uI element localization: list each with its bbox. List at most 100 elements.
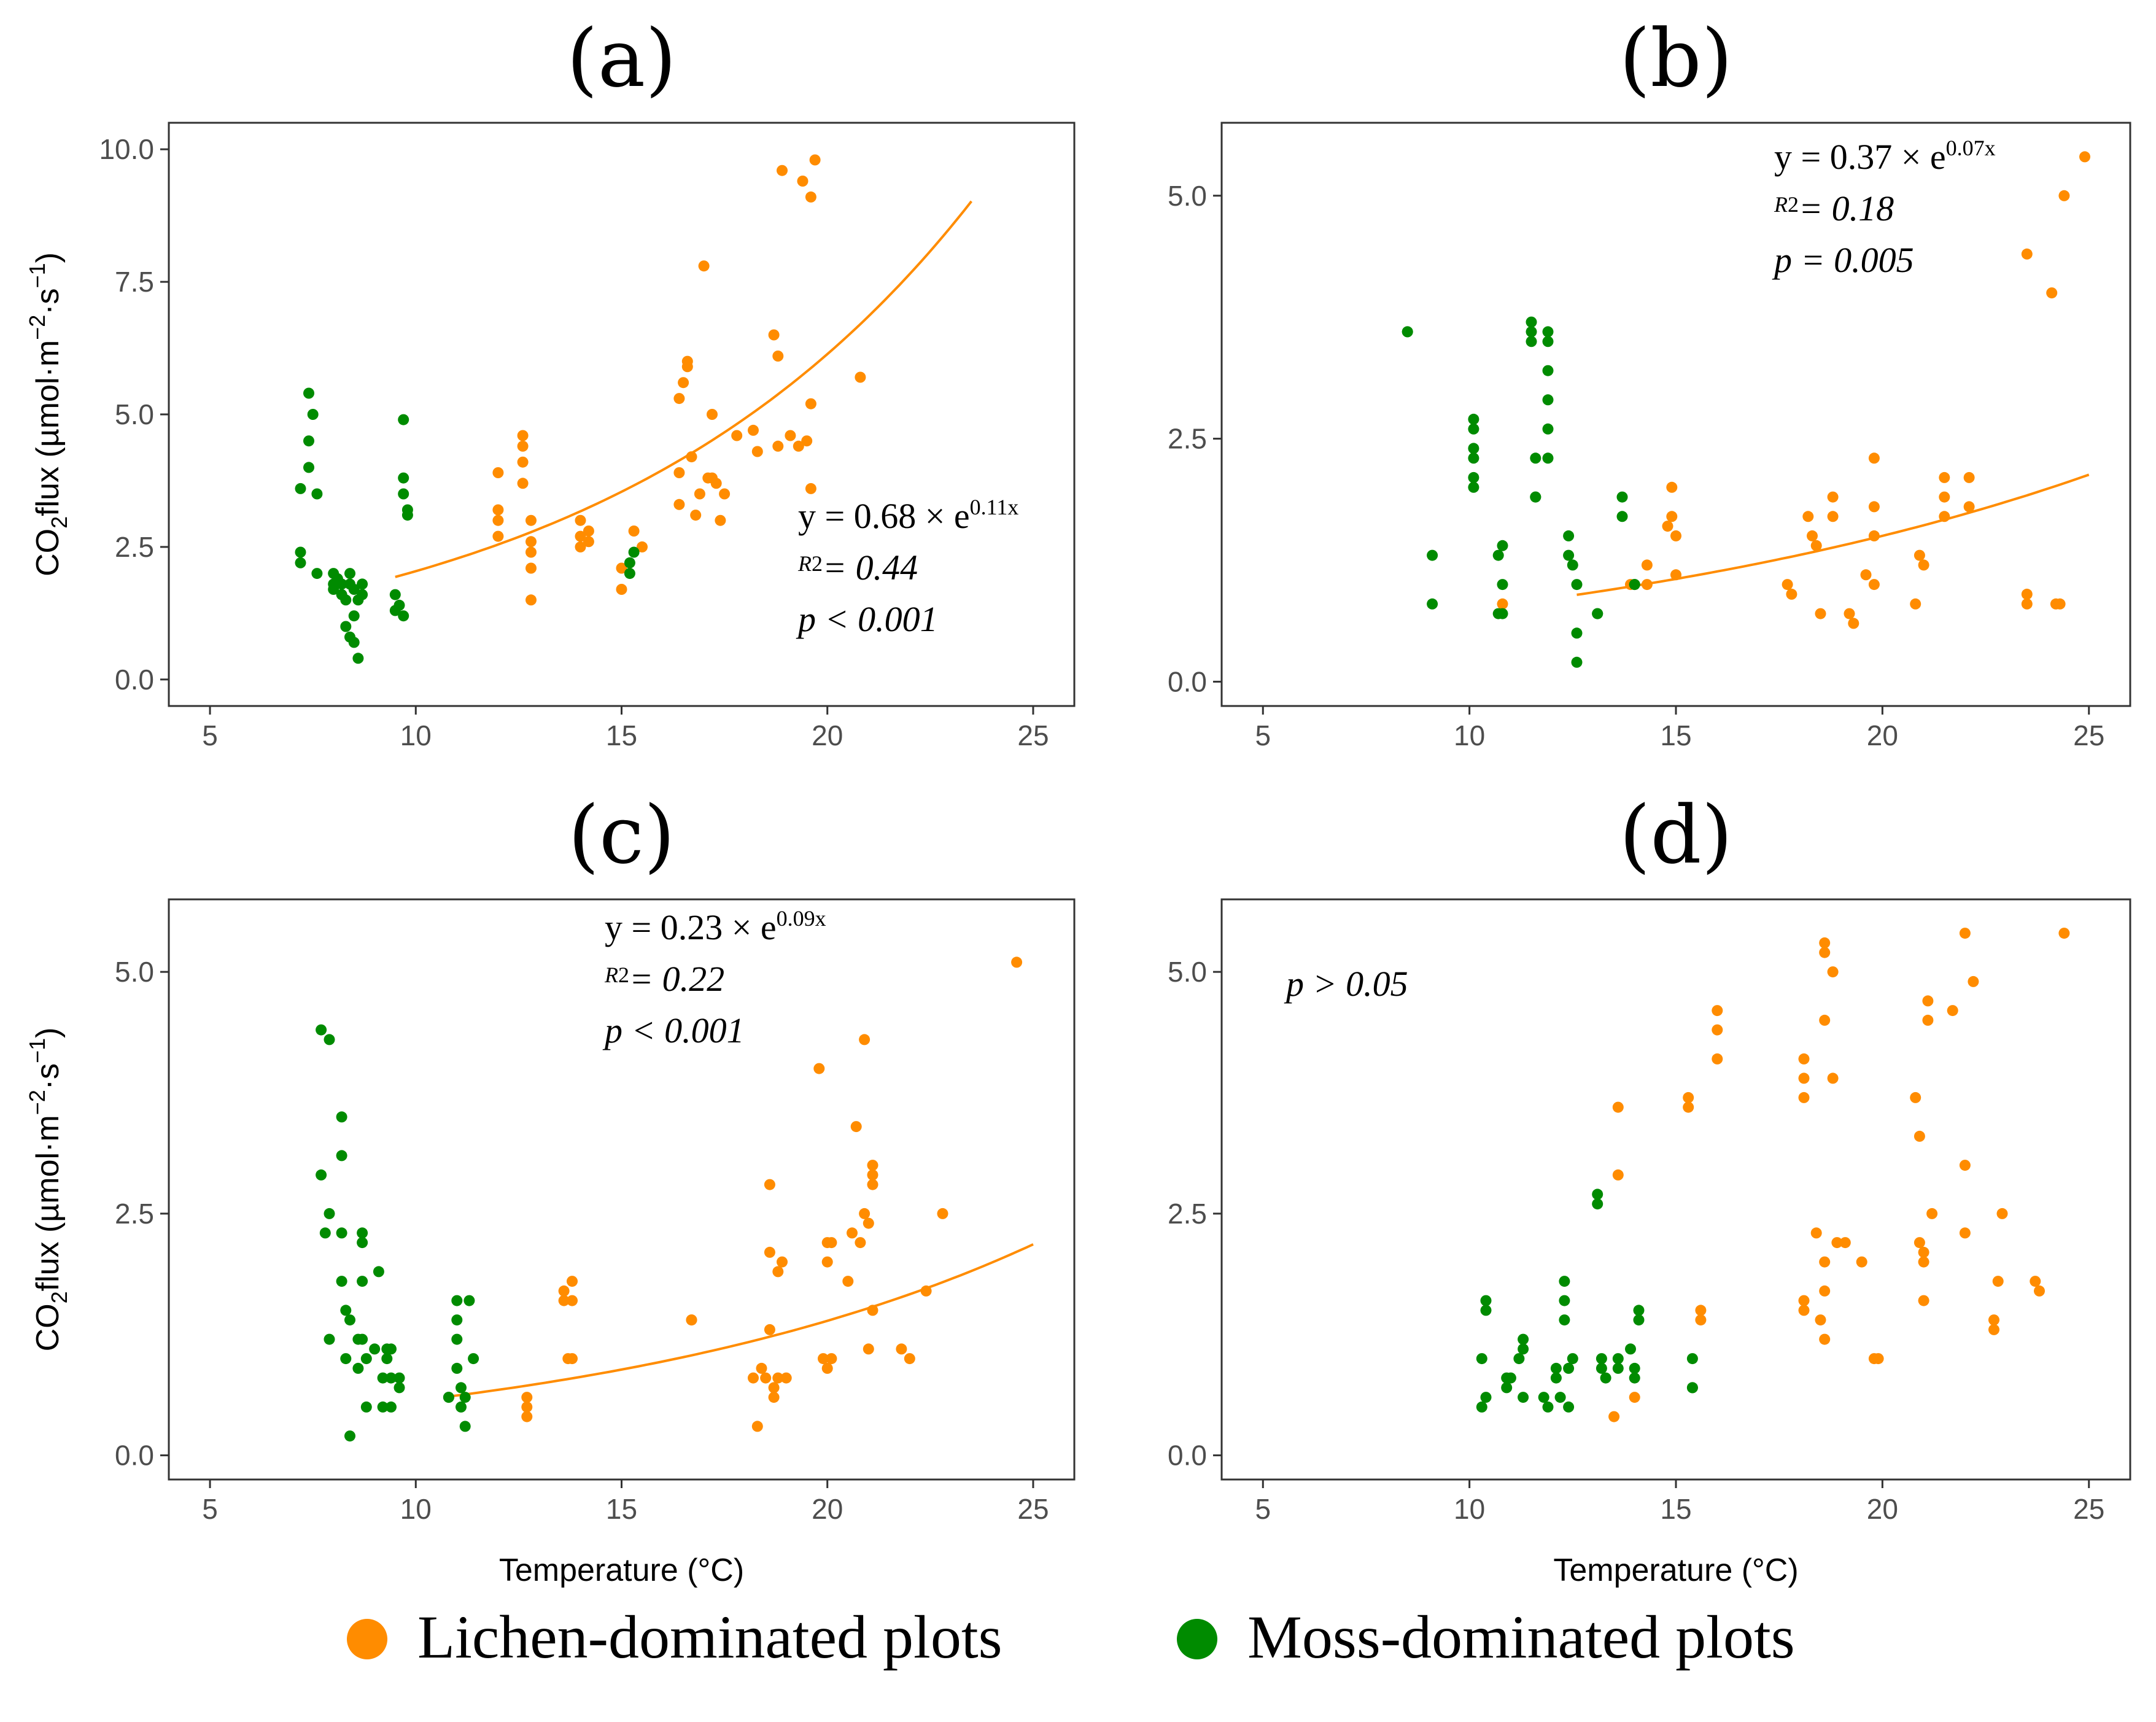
data-point — [492, 514, 504, 526]
legend-label: Moss-dominated plots — [1247, 1603, 1795, 1671]
y-tick-label: 2.5 — [115, 1198, 154, 1230]
data-point — [805, 483, 816, 494]
data-point — [348, 637, 360, 648]
data-point — [451, 1362, 463, 1374]
x-tick-label: 25 — [2073, 719, 2104, 751]
data-point — [1819, 1014, 1831, 1026]
fit-curve — [395, 200, 972, 578]
data-point — [463, 1295, 475, 1306]
data-point — [616, 584, 627, 595]
fit-curve — [448, 1243, 1034, 1398]
data-point — [826, 1353, 837, 1365]
data-point — [1918, 1295, 1929, 1306]
data-point — [1571, 627, 1583, 639]
data-point — [813, 1063, 825, 1074]
data-point — [1695, 1305, 1707, 1316]
data-point — [2054, 598, 2066, 610]
data-point — [1819, 1333, 1831, 1345]
series-moss — [1402, 316, 1640, 668]
data-point — [357, 1237, 368, 1249]
data-point — [1563, 530, 1575, 541]
data-point — [2058, 190, 2070, 201]
data-point — [1571, 579, 1583, 591]
data-point — [1686, 1382, 1698, 1394]
legend: Lichen-dominated plots Moss-dominated plo… — [347, 1603, 1795, 1671]
y-tick-label: 5.0 — [115, 398, 154, 430]
data-point — [583, 536, 594, 548]
data-point — [311, 488, 323, 500]
data-point — [517, 478, 529, 489]
data-point — [1939, 471, 1950, 483]
data-point — [1959, 928, 1971, 939]
data-point — [1542, 452, 1554, 464]
data-point — [377, 1372, 389, 1384]
data-point — [398, 488, 409, 500]
data-point — [1844, 608, 1855, 619]
data-point — [357, 589, 368, 600]
data-point — [764, 1246, 775, 1258]
data-point — [1686, 1353, 1698, 1365]
data-point — [394, 1382, 405, 1394]
x-tick-label: 15 — [1660, 1493, 1691, 1525]
data-point — [521, 1401, 533, 1413]
data-point — [1554, 1392, 1566, 1403]
data-point — [2034, 1285, 2045, 1297]
data-point — [1501, 1382, 1513, 1394]
data-point — [1922, 995, 1934, 1007]
data-point — [1827, 511, 1839, 522]
data-point — [1641, 579, 1653, 591]
data-point — [1988, 1314, 1999, 1326]
data-point — [2079, 151, 2090, 163]
data-point — [805, 191, 816, 203]
data-point — [2021, 248, 2033, 260]
data-point — [1827, 1072, 1839, 1084]
data-point — [336, 1227, 347, 1239]
plot-frame — [1220, 122, 2131, 707]
data-point — [920, 1285, 932, 1297]
data-point — [1959, 1160, 1971, 1171]
x-tick-label: 10 — [400, 719, 432, 751]
y-tick-label: 2.5 — [1168, 423, 1207, 455]
r-squared: R2= 0.18 — [1774, 188, 1894, 228]
data-point — [731, 430, 743, 441]
data-point — [459, 1421, 471, 1432]
data-point — [686, 1314, 697, 1326]
data-point — [1616, 511, 1628, 522]
data-point — [1629, 1362, 1640, 1374]
data-point — [863, 1217, 874, 1229]
data-point — [575, 541, 586, 553]
plot-frame — [168, 122, 1076, 707]
panel-title: (c) — [568, 788, 675, 882]
x-tick-label: 15 — [1660, 719, 1691, 751]
data-point — [1868, 530, 1880, 541]
data-point — [517, 430, 529, 441]
data-point — [1629, 1392, 1640, 1403]
data-point — [1914, 1237, 1925, 1249]
data-point — [360, 1401, 372, 1413]
data-point — [797, 176, 808, 187]
data-point — [1695, 1314, 1707, 1326]
data-point — [777, 165, 788, 176]
x-tick-label: 25 — [1017, 719, 1049, 751]
data-point — [628, 526, 640, 537]
data-point — [1550, 1372, 1562, 1384]
data-point — [1670, 569, 1681, 581]
data-point — [777, 1256, 788, 1268]
data-point — [1815, 608, 1826, 619]
data-point — [369, 1343, 381, 1355]
data-point — [1860, 569, 1872, 581]
data-point — [710, 478, 722, 489]
data-point — [316, 1024, 327, 1036]
data-point — [492, 467, 504, 478]
y-tick-label: 0.0 — [115, 664, 154, 696]
data-point — [1011, 956, 1023, 968]
data-point — [303, 435, 314, 447]
data-point — [1819, 937, 1831, 948]
data-point — [1629, 579, 1640, 591]
data-point — [1810, 540, 1822, 551]
data-point — [1402, 326, 1413, 338]
data-point — [694, 488, 705, 500]
panel-title: (b) — [1619, 12, 1733, 105]
p-value: p = 0.005 — [1772, 240, 1914, 280]
data-point — [1505, 1372, 1516, 1384]
